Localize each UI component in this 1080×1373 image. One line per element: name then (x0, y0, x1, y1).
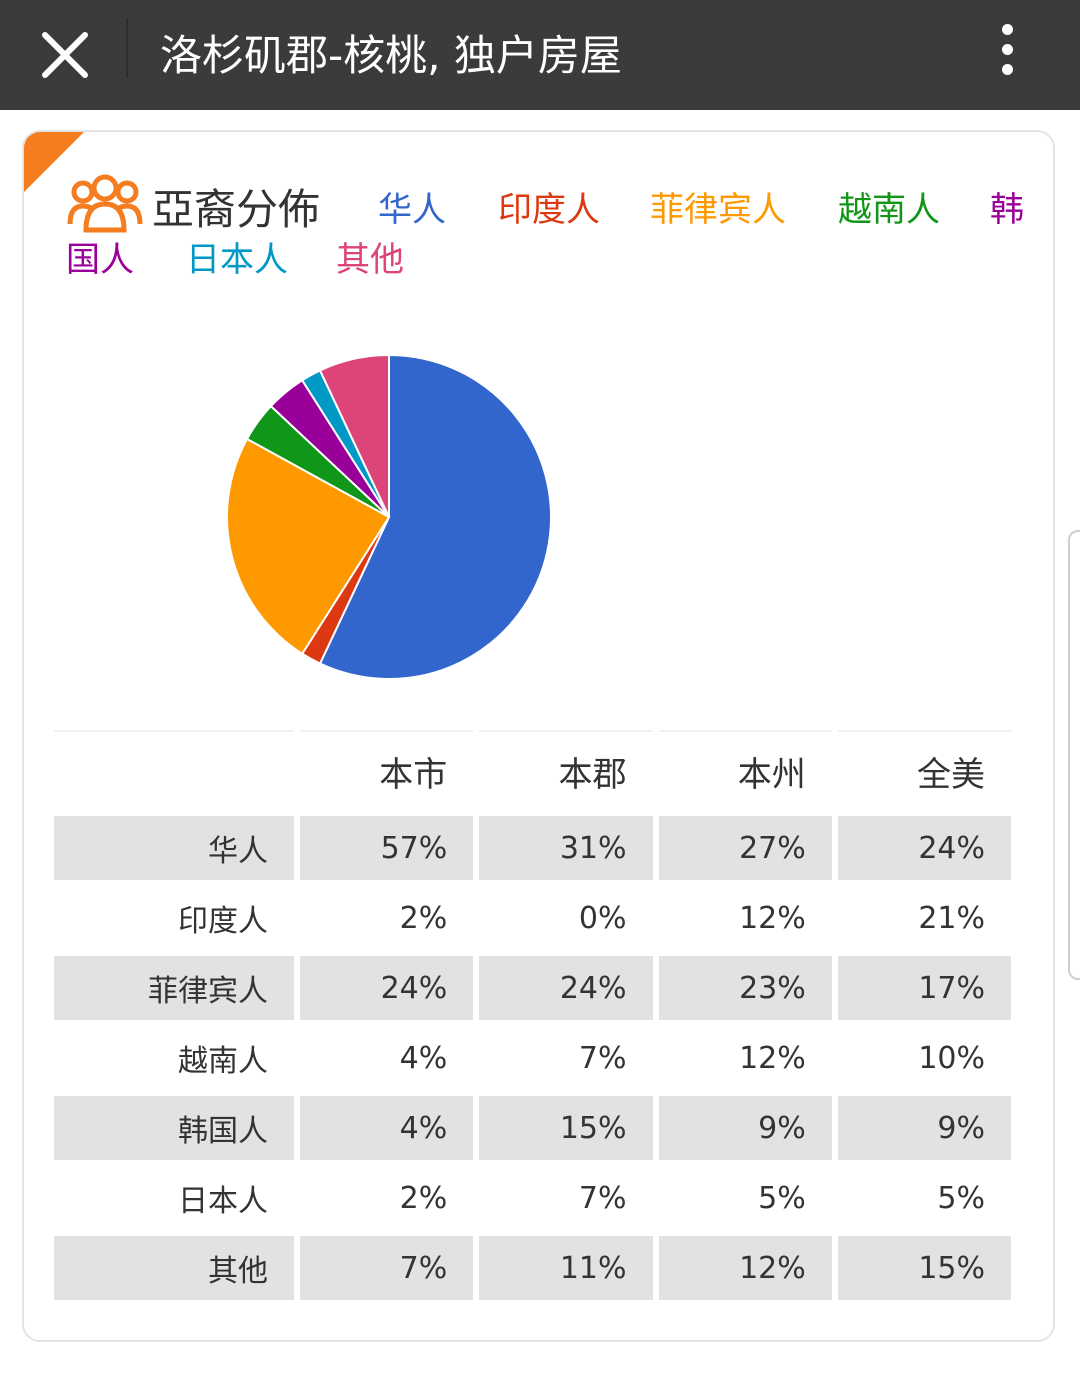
table-cell: 4% (300, 1096, 474, 1160)
table-cell: 9% (658, 1096, 832, 1160)
table-row: 印度人 2% 0% 12% 21% (54, 886, 1011, 950)
table-cell: 12% (658, 1026, 832, 1090)
legend-item-japanese: 日本人 (186, 240, 288, 280)
table-cell: 17% (837, 956, 1011, 1020)
row-label: 华人 (54, 816, 294, 880)
table-row: 越南人 4% 7% 12% 10% (54, 1026, 1011, 1090)
table-cell: 21% (837, 886, 1011, 950)
table-cell: 31% (479, 816, 653, 880)
table-cell: 2% (300, 886, 474, 950)
table-cell: 7% (300, 1236, 474, 1300)
table-cell: 5% (837, 1166, 1011, 1230)
close-icon (42, 32, 88, 78)
pie-slice-2 (226, 437, 391, 656)
table-row: 华人 57% 31% 27% 24% (54, 816, 1011, 880)
table-row: 其他 7% 11% 12% 15% (54, 1236, 1011, 1300)
legend-item-korean-wrap: 国人 (66, 232, 134, 281)
column-header-national: 全美 (837, 730, 1011, 810)
distribution-table: 本市 本郡 本州 全美 华人 57% 31% 27% 24% 印度人 2% 0%… (48, 724, 1017, 1306)
legend-item-other: 其他 (336, 240, 404, 280)
row-label: 越南人 (54, 1026, 294, 1090)
table-cell: 9% (837, 1096, 1011, 1160)
row-label: 印度人 (54, 886, 294, 950)
table-cell: 7% (479, 1026, 653, 1090)
row-label: 日本人 (54, 1166, 294, 1230)
table-cell: 5% (658, 1166, 832, 1230)
table-header-row: 本市 本郡 本州 全美 (54, 730, 1011, 810)
table-row: 日本人 2% 7% 5% 5% (54, 1166, 1011, 1230)
legend-item-indian: 印度人 (498, 190, 600, 230)
people-group-icon (67, 174, 143, 233)
table-cell: 23% (658, 956, 832, 1020)
pie-slice-0 (318, 353, 552, 680)
table-cell: 12% (658, 1236, 832, 1300)
column-header-state: 本州 (658, 730, 832, 810)
table-row: 菲律宾人 24% 24% 23% 17% (54, 956, 1011, 1020)
table-cell: 12% (658, 886, 832, 950)
table-cell: 24% (479, 956, 653, 1020)
table-cell: 27% (658, 816, 832, 880)
table-cell: 0% (479, 886, 653, 950)
section-title: 亞裔分佈 (152, 185, 321, 234)
column-header-empty (54, 730, 294, 810)
legend-item-korean: 韩 (990, 182, 1030, 231)
table-cell: 24% (837, 816, 1011, 880)
top-app-bar: 洛杉矶郡-核桃, 独户房屋 (0, 0, 1080, 110)
table-cell: 7% (479, 1166, 653, 1230)
legend-item-filipino: 菲律宾人 (650, 190, 786, 230)
table-cell: 15% (479, 1096, 653, 1160)
row-label: 菲律宾人 (54, 956, 294, 1020)
table-cell: 10% (837, 1026, 1011, 1090)
close-button[interactable] (30, 20, 100, 90)
table-cell: 57% (300, 816, 474, 880)
row-label: 韩国人 (54, 1096, 294, 1160)
table-cell: 11% (479, 1236, 653, 1300)
table-cell: 15% (837, 1236, 1011, 1300)
column-header-county: 本郡 (479, 730, 653, 810)
toolbar-divider (126, 18, 128, 78)
legend-korean-part2: 国人 (66, 240, 134, 280)
legend-korean-part1: 韩 (990, 190, 1024, 230)
table-cell: 4% (300, 1026, 474, 1090)
side-scroll-handle[interactable] (1068, 530, 1080, 980)
pie-chart (226, 353, 552, 680)
column-header-city: 本市 (300, 730, 474, 810)
more-options-button[interactable] (985, 18, 1029, 82)
corner-ribbon (24, 132, 84, 192)
table-cell: 2% (300, 1166, 474, 1230)
page-title: 洛杉矶郡-核桃, 独户房屋 (160, 31, 622, 80)
legend-item-vietnamese: 越南人 (838, 190, 940, 230)
table-cell: 24% (300, 956, 474, 1020)
table-row: 韩国人 4% 15% 9% 9% (54, 1096, 1011, 1160)
legend-item-chinese: 华人 (378, 190, 446, 230)
row-label: 其他 (54, 1236, 294, 1300)
pie-slice-6 (318, 353, 390, 518)
